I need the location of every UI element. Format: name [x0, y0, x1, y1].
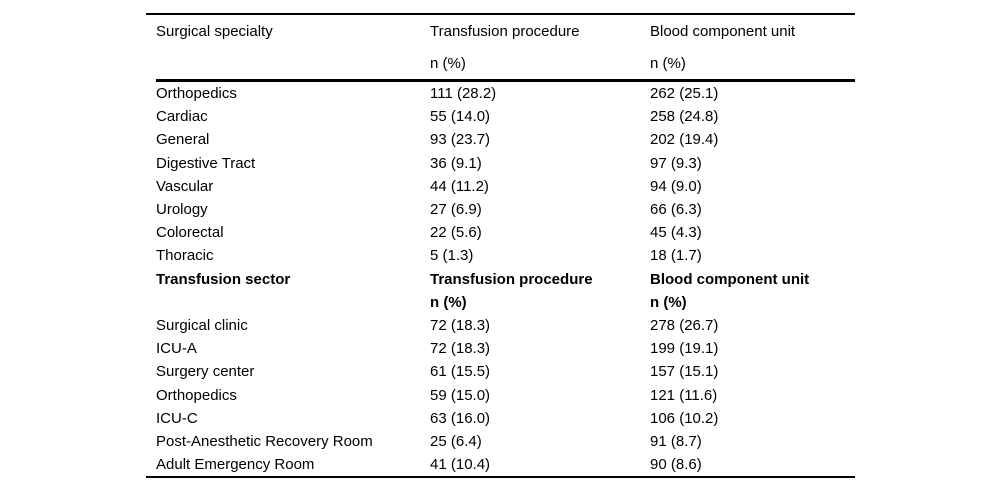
table-row: Orthopedics 111 (28.2) 262 (25.1) — [156, 82, 855, 105]
frequency-table: Surgical specialty Transfusion procedure… — [146, 13, 855, 479]
table-row: Adult Emergency Room 41 (10.4) 90 (8.6) — [156, 453, 855, 476]
row-label: Digestive Tract — [156, 154, 256, 172]
table-row: Surgery center 61 (15.5) 157 (15.1) — [156, 360, 855, 383]
procedure-value: 93 (23.7) — [430, 131, 491, 149]
row-label: ICU-C — [156, 409, 198, 427]
table-row: Urology 27 (6.9) 66 (6.3) — [156, 198, 855, 221]
unit-value: 262 (25.1) — [650, 85, 719, 103]
table-row: Colorectal 22 (5.6) 45 (4.3) — [156, 221, 855, 244]
unit-value: 199 (19.1) — [650, 340, 719, 358]
table-row: Digestive Tract 36 (9.1) 97 (9.3) — [156, 152, 855, 175]
unit-value: 90 (8.6) — [650, 456, 702, 474]
procedure-value: 36 (9.1) — [430, 154, 482, 172]
row-label: Adult Emergency Room — [156, 456, 315, 474]
table-row: Surgical clinic 72 (18.3) 278 (26.7) — [156, 314, 855, 337]
unit-value: 202 (19.4) — [650, 131, 719, 149]
table-row: Post-Anesthetic Recovery Room 25 (6.4) 9… — [156, 430, 855, 453]
table-body-sector: Surgical clinic 72 (18.3) 278 (26.7) ICU… — [156, 314, 855, 476]
unit-value: 157 (15.1) — [650, 363, 719, 381]
column-header-unit-sub: n (%) — [650, 293, 687, 311]
unit-value: 121 (11.6) — [650, 386, 718, 404]
procedure-value: 111 (28.2) — [430, 85, 497, 103]
column-header-procedure: Transfusion procedure — [430, 270, 593, 288]
table-row: ICU-A 72 (18.3) 199 (19.1) — [156, 337, 855, 360]
table-header-specialty: Surgical specialty Transfusion procedure… — [156, 15, 855, 82]
row-label: Vascular — [156, 177, 214, 195]
procedure-value: 63 (16.0) — [430, 409, 491, 427]
table-header-sector: Transfusion sector Transfusion procedure… — [156, 268, 855, 314]
unit-value: 97 (9.3) — [650, 154, 702, 172]
procedure-value: 44 (11.2) — [430, 177, 489, 195]
procedure-value: 61 (15.5) — [430, 363, 491, 381]
procedure-value: 27 (6.9) — [430, 201, 482, 219]
procedure-value: 59 (15.0) — [430, 386, 491, 404]
procedure-value: 72 (18.3) — [430, 340, 491, 358]
row-label: ICU-A — [156, 340, 197, 358]
row-label: Orthopedics — [156, 85, 237, 103]
table-row: Orthopedics 59 (15.0) 121 (11.6) — [156, 383, 855, 406]
row-label: Colorectal — [156, 224, 224, 242]
unit-value: 66 (6.3) — [650, 201, 702, 219]
row-label: Cardiac — [156, 108, 208, 126]
procedure-value: 41 (10.4) — [430, 456, 491, 474]
unit-value: 94 (9.0) — [650, 177, 702, 195]
column-header-sector: Transfusion sector — [156, 270, 291, 288]
row-label: Orthopedics — [156, 386, 237, 404]
column-header-unit: Blood component unit — [650, 22, 796, 40]
column-header-procedure-sub: n (%) — [430, 54, 466, 72]
row-label: Surgical clinic — [156, 316, 248, 334]
row-label: Urology — [156, 201, 208, 219]
procedure-value: 22 (5.6) — [430, 224, 482, 242]
unit-value: 278 (26.7) — [650, 316, 719, 334]
column-header-procedure: Transfusion procedure — [430, 22, 580, 40]
column-header-procedure-sub: n (%) — [430, 293, 467, 311]
row-label: Surgery center — [156, 363, 255, 381]
unit-value: 258 (24.8) — [650, 108, 719, 126]
table-row: Cardiac 55 (14.0) 258 (24.8) — [156, 105, 855, 128]
table-row: Thoracic 5 (1.3) 18 (1.7) — [156, 244, 855, 267]
column-header-specialty: Surgical specialty — [156, 22, 273, 40]
column-header-unit-sub: n (%) — [650, 54, 686, 72]
column-header-unit: Blood component unit — [650, 270, 810, 288]
unit-value: 106 (10.2) — [650, 409, 719, 427]
table-body-specialty: Orthopedics 111 (28.2) 262 (25.1) Cardia… — [156, 82, 855, 268]
procedure-value: 55 (14.0) — [430, 108, 491, 126]
unit-value: 91 (8.7) — [650, 432, 702, 450]
procedure-value: 5 (1.3) — [430, 247, 474, 265]
procedure-value: 72 (18.3) — [430, 316, 491, 334]
unit-value: 18 (1.7) — [650, 247, 702, 265]
procedure-value: 25 (6.4) — [430, 432, 482, 450]
row-label: General — [156, 131, 210, 149]
unit-value: 45 (4.3) — [650, 224, 702, 242]
table-row: General 93 (23.7) 202 (19.4) — [156, 128, 855, 151]
row-label: Post-Anesthetic Recovery Room — [156, 432, 373, 450]
row-label: Thoracic — [156, 247, 214, 265]
table-row: ICU-C 63 (16.0) 106 (10.2) — [156, 407, 855, 430]
table-row: Vascular 44 (11.2) 94 (9.0) — [156, 175, 855, 198]
